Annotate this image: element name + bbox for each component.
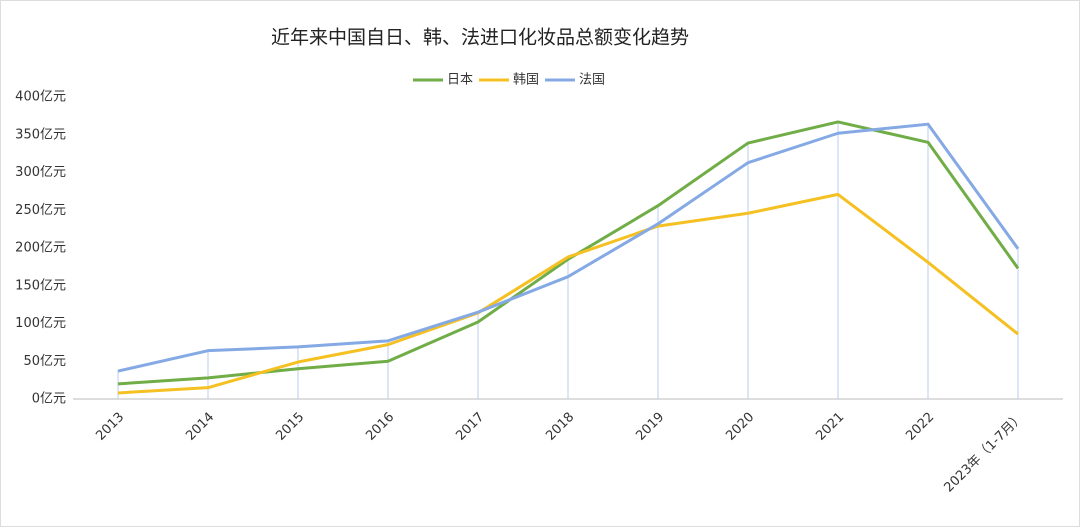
y-tick-label: 400亿元: [15, 90, 66, 105]
y-tick-label: 50亿元: [23, 354, 66, 369]
legend-label: 韩国: [513, 73, 539, 88]
y-tick-label: 250亿元: [15, 203, 66, 218]
y-tick-label: 350亿元: [15, 127, 66, 142]
series-line: [117, 192, 1019, 395]
y-tick-label: 300亿元: [15, 165, 66, 180]
legend-label: 日本: [447, 73, 473, 88]
y-tick-label: 0亿元: [32, 392, 66, 407]
legend-label: 法国: [579, 73, 605, 88]
y-tick-label: 150亿元: [15, 278, 66, 293]
y-tick-label: 200亿元: [15, 241, 66, 256]
series-line: [117, 122, 1020, 373]
chart-title: 近年来中国自日、韩、法进口化妆品总额变化趋势: [271, 27, 689, 49]
y-tick-label: 100亿元: [15, 316, 66, 331]
